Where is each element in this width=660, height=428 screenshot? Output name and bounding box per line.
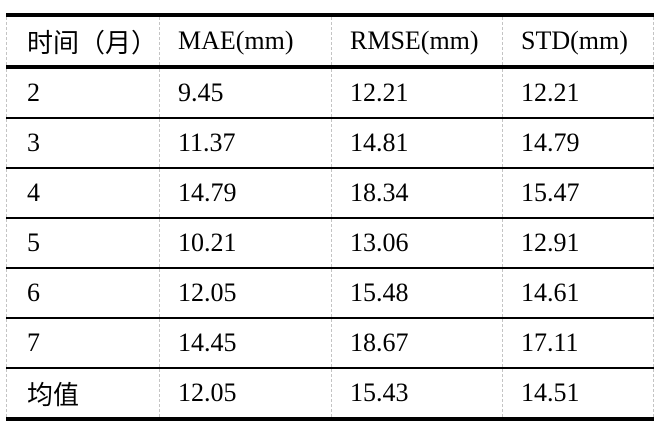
table-cell: 18.34	[331, 168, 503, 218]
table-cell: 均值	[6, 368, 160, 419]
header-cell-mae: MAE(mm)	[159, 15, 332, 67]
table-cell: 6	[6, 268, 160, 318]
header-row: 时间（月） MAE(mm) RMSE(mm) STD(mm)	[6, 15, 654, 67]
table-cell: 14.81	[331, 118, 503, 168]
table-cell: 12.21	[331, 67, 503, 118]
table-row: 7 14.45 18.67 17.11	[6, 318, 654, 368]
table-cell: 14.45	[159, 318, 332, 368]
table-cell: 10.21	[159, 218, 332, 268]
table-cell: 2	[6, 67, 160, 118]
header-cell-rmse: RMSE(mm)	[331, 15, 503, 67]
table-cell: 9.45	[159, 67, 332, 118]
table-cell: 12.05	[159, 268, 332, 318]
table-row: 3 11.37 14.81 14.79	[6, 118, 654, 168]
table-cell: 14.51	[521, 378, 580, 407]
error-statistics-table: 时间（月） MAE(mm) RMSE(mm) STD(mm) 2 9.45 12…	[6, 13, 654, 421]
table-cell: 13.06	[331, 218, 503, 268]
table-cell: 14.61	[521, 278, 580, 307]
table-cell: 15.47	[521, 178, 580, 207]
header-cell-std: STD(mm)	[521, 26, 628, 55]
table-row: 5 10.21 13.06 12.91	[6, 218, 654, 268]
table-cell: 14.79	[159, 168, 332, 218]
table-cell: 3	[6, 118, 160, 168]
table-row: 2 9.45 12.21 12.21	[6, 67, 654, 118]
table-row: 6 12.05 15.48 14.61	[6, 268, 654, 318]
table-cell: 11.37	[159, 118, 332, 168]
table-row-mean: 均值 12.05 15.43 14.51	[6, 368, 654, 419]
table-cell: 15.43	[331, 368, 503, 419]
table-cell: 12.21	[521, 78, 580, 107]
table-cell: 7	[6, 318, 160, 368]
table-cell: 12.91	[521, 228, 580, 257]
table-cell: 5	[6, 218, 160, 268]
table-cell: 4	[6, 168, 160, 218]
table-cell: 15.48	[331, 268, 503, 318]
header-cell-time: 时间（月）	[6, 15, 160, 67]
table-row: 4 14.79 18.34 15.47	[6, 168, 654, 218]
table-cell: 17.11	[521, 328, 579, 357]
table-cell: 14.79	[521, 128, 580, 157]
table-cell: 18.67	[331, 318, 503, 368]
table-cell: 12.05	[159, 368, 332, 419]
